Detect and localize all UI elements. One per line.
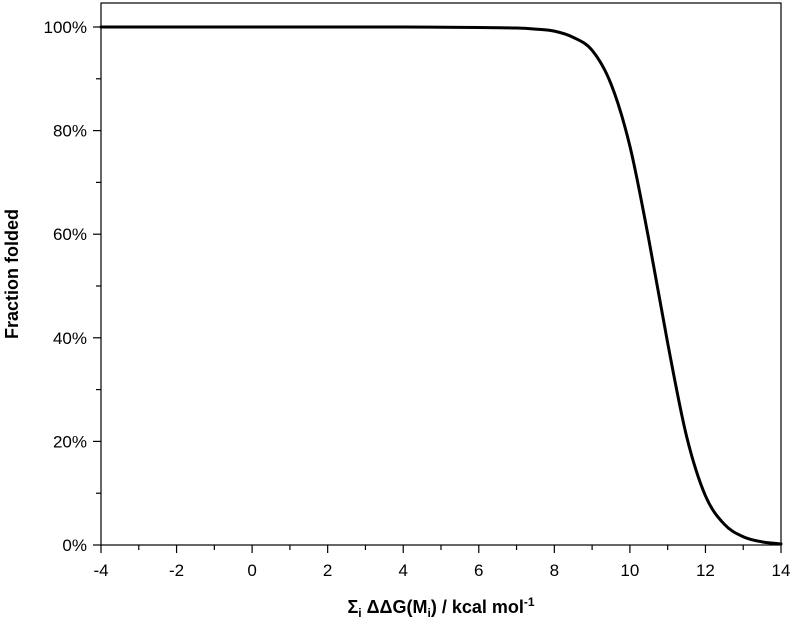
series-line [99, 25, 783, 546]
x-axis-title-sub-i2: i [427, 606, 430, 620]
x-tick-label: 6 [474, 561, 483, 580]
x-axis-title-mid: ΔΔG(M [362, 597, 428, 617]
x-tick-label: 2 [323, 561, 332, 580]
x-tick-label: -2 [169, 561, 184, 580]
x-tick-label: 0 [247, 561, 256, 580]
y-tick-label: 100% [44, 18, 87, 37]
x-tick-label: 4 [398, 561, 407, 580]
x-tick-label: 12 [696, 561, 715, 580]
x-tick-label: 8 [550, 561, 559, 580]
x-axis-title-sup: -1 [524, 595, 535, 609]
x-axis-title: Σi ΔΔG(Mi) / kcal mol-1 [347, 595, 534, 620]
plot-area-border [100, 2, 782, 546]
y-tick-label: 60% [53, 225, 87, 244]
y-tick-label: 20% [53, 432, 87, 451]
x-axis-ticks [100, 545, 782, 553]
y-tick-label: 40% [53, 329, 87, 348]
x-tick-label: -4 [93, 561, 108, 580]
x-axis-title-sigma: Σ [347, 597, 358, 617]
y-tick-label: 80% [53, 122, 87, 141]
x-tick-label: 14 [772, 561, 791, 580]
y-axis-tick-labels: 0% 20% 40% 60% 80% 100% [44, 18, 87, 555]
y-axis-title: Fraction folded [2, 209, 22, 339]
x-axis-tick-labels: -4 -2 0 2 4 6 8 10 12 14 [93, 561, 790, 580]
y-tick-label: 0% [62, 536, 87, 555]
y-axis-ticks [93, 26, 101, 546]
x-tick-label: 10 [620, 561, 639, 580]
x-axis-title-sub-i: i [358, 606, 361, 620]
x-axis-title-post: ) / kcal mol [431, 597, 524, 617]
